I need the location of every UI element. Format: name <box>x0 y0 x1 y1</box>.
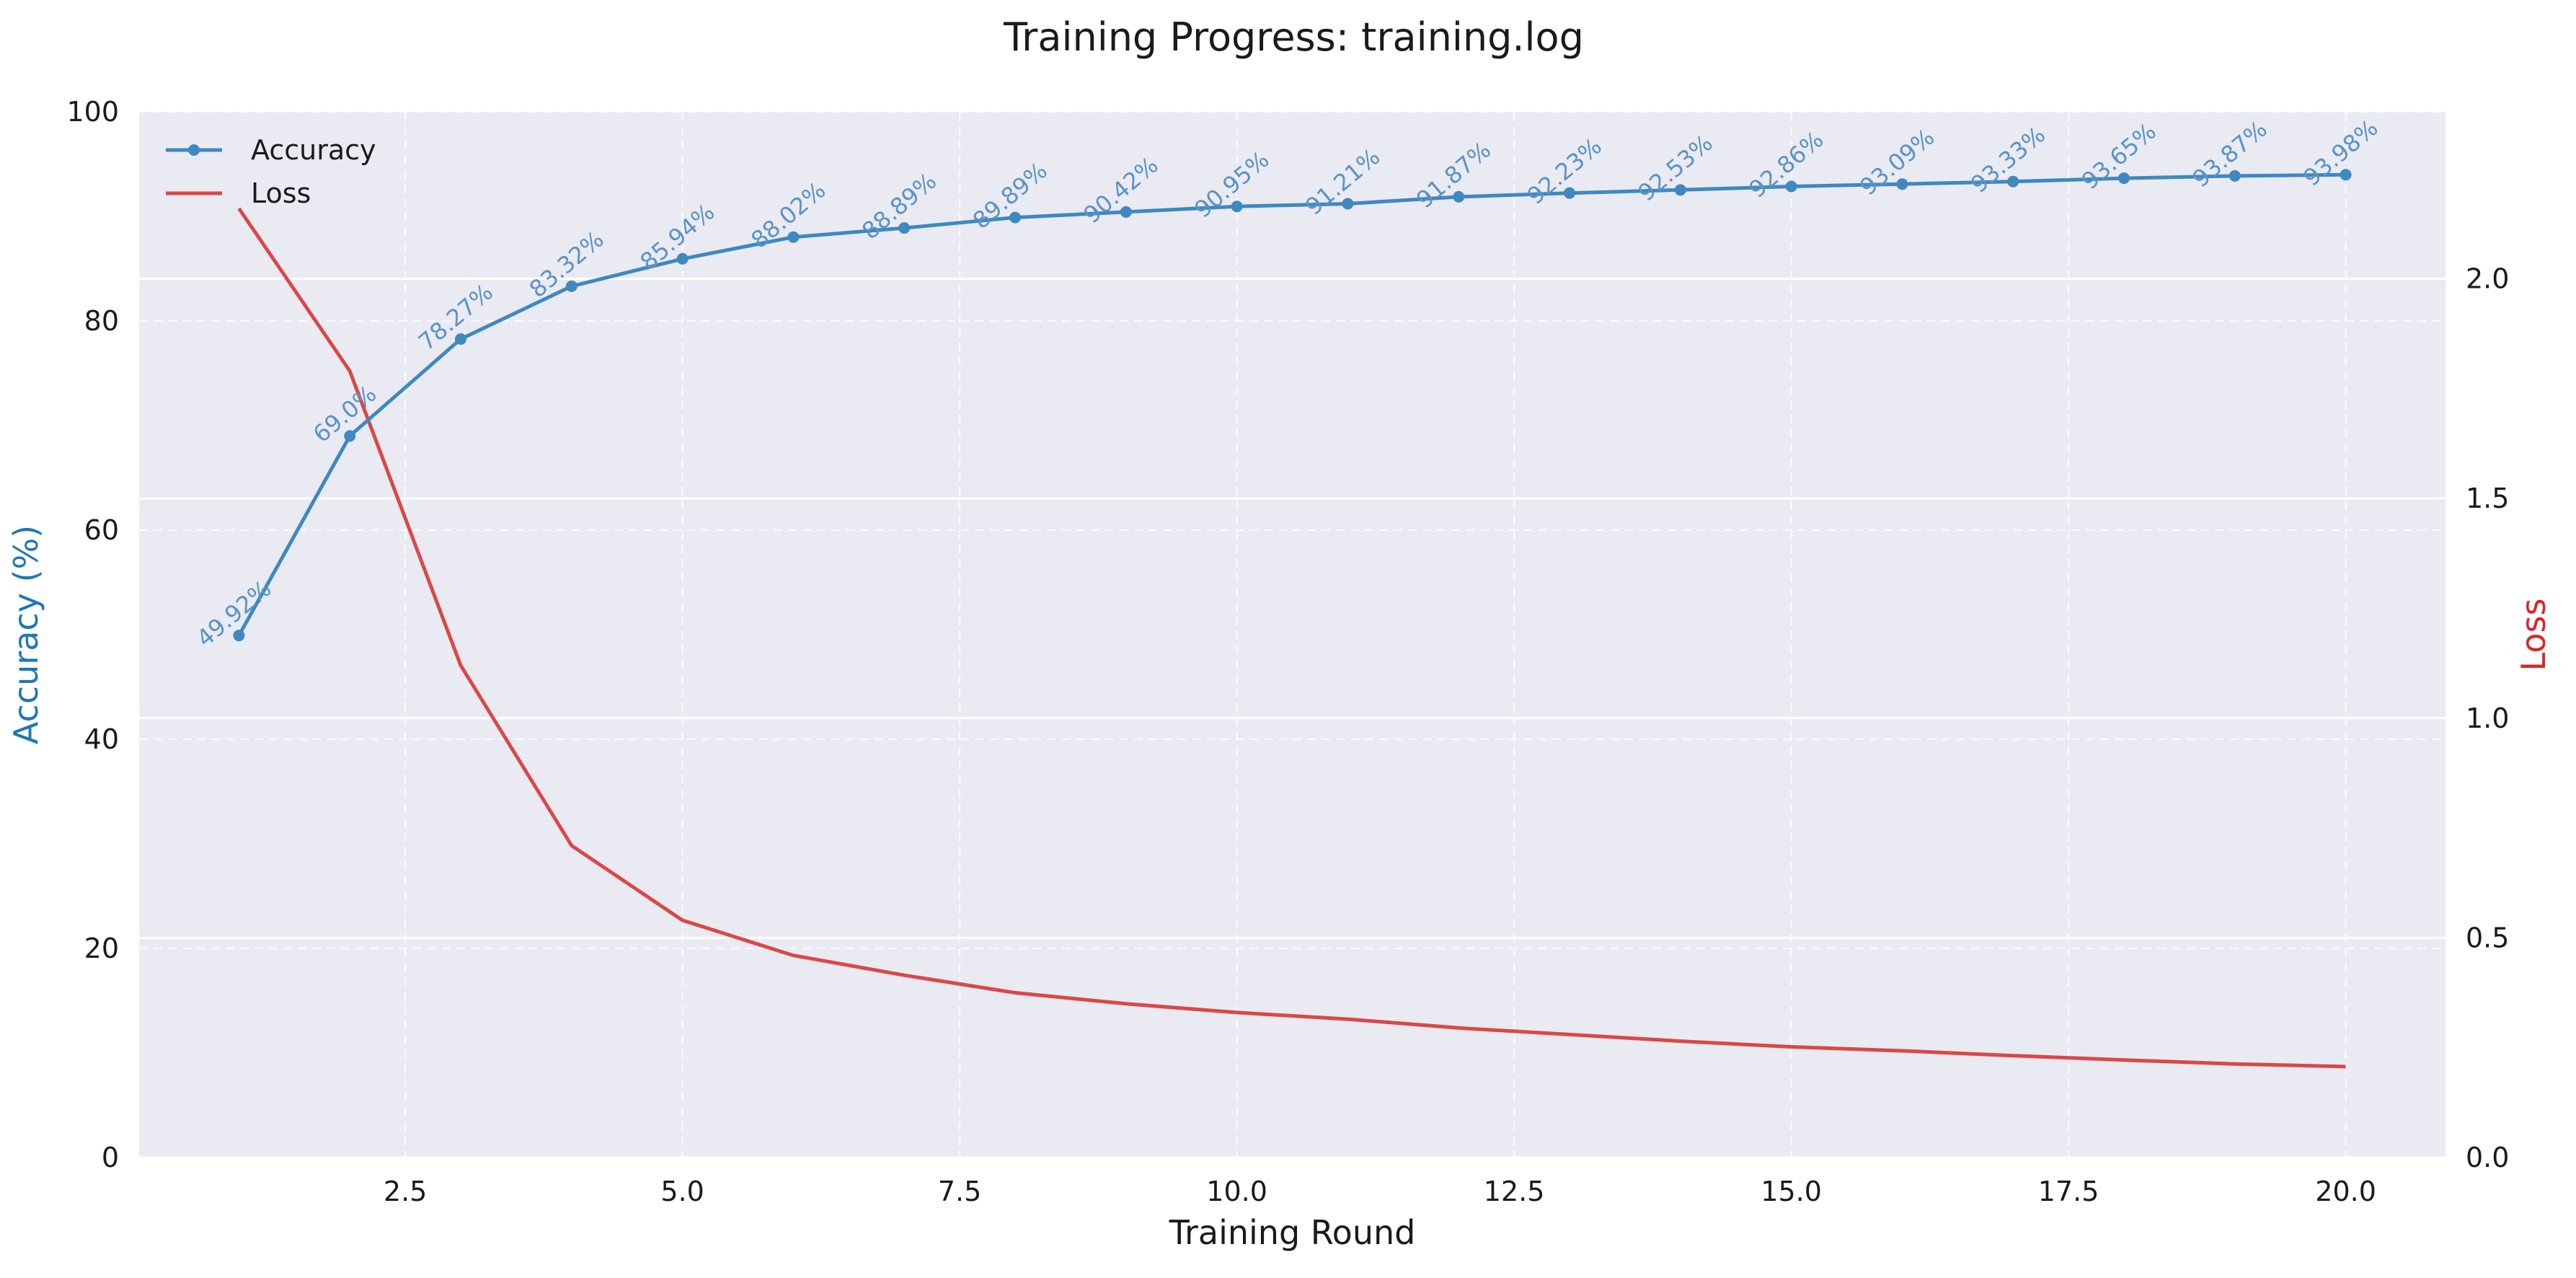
legend-loss-label: Loss <box>251 177 311 209</box>
legend-accuracy-marker <box>188 144 200 156</box>
grid-layer <box>139 111 2446 1159</box>
accuracy-point <box>233 630 245 642</box>
accuracy-point <box>1009 211 1022 224</box>
accuracy-point <box>1342 198 1354 210</box>
accuracy-point <box>1120 206 1132 218</box>
x-tick-label: 20.0 <box>2315 1176 2376 1207</box>
x-axis-label: Training Round <box>1169 1213 1416 1252</box>
legend: Accuracy Loss <box>166 134 376 209</box>
accuracy-point <box>1563 187 1575 199</box>
accuracy-point <box>2340 169 2352 181</box>
y-tick-label: 40 <box>84 723 119 755</box>
accuracy-point <box>455 333 467 345</box>
accuracy-point <box>1896 178 1908 190</box>
x-tick-label: 5.0 <box>660 1176 704 1207</box>
accuracy-point <box>787 231 800 243</box>
accuracy-point <box>1231 200 1243 213</box>
y-axis-label-loss: Loss <box>2514 599 2553 671</box>
y-tick-label: 80 <box>84 305 119 337</box>
legend-accuracy-label: Accuracy <box>251 134 376 166</box>
legend-entry-accuracy: Accuracy <box>166 134 376 166</box>
accuracy-point <box>1785 180 1797 193</box>
accuracy-point <box>2117 172 2130 185</box>
accuracy-point <box>676 252 689 265</box>
series-layer <box>233 169 2352 1069</box>
x-tick-label: 10.0 <box>1206 1176 1267 1207</box>
x-tick-label: 15.0 <box>1761 1176 1822 1207</box>
y2-tick-label: 1.0 <box>2466 702 2509 734</box>
x-tick-label: 7.5 <box>938 1176 981 1207</box>
accuracy-point <box>898 222 911 234</box>
legend-entry-loss: Loss <box>166 177 311 209</box>
tick-layer: 2.5 5.0 7.5 10.0 12.5 15.0 17.5 20.0 0 20 40 60 80 10… <box>66 96 2509 1207</box>
loss-line <box>237 207 2346 1069</box>
y2-tick-label: 1.5 <box>2466 482 2509 514</box>
accuracy-point <box>1674 184 1686 196</box>
accuracy-line <box>237 172 2346 637</box>
accuracy-point <box>2228 169 2241 182</box>
y-tick-label: 60 <box>84 514 119 546</box>
y2-tick-label: 2.0 <box>2466 263 2509 295</box>
y-tick-label: 0 <box>102 1142 119 1173</box>
x-tick-label: 17.5 <box>2038 1176 2099 1207</box>
chart-title: Training Progress: training.log <box>1003 14 1584 60</box>
x-tick-label: 2.5 <box>384 1176 427 1207</box>
y-tick-label: 100 <box>66 96 119 128</box>
y-axis-label-accuracy: Accuracy (%) <box>6 525 45 744</box>
x-tick-label: 12.5 <box>1484 1176 1545 1207</box>
accuracy-point <box>1453 190 1465 203</box>
accuracy-point <box>565 280 577 292</box>
accuracy-point <box>2007 175 2019 188</box>
accuracy-point <box>344 430 356 442</box>
y2-tick-label: 0.5 <box>2466 922 2509 953</box>
plot-area <box>139 112 2446 1158</box>
y-tick-label: 20 <box>84 933 119 964</box>
y2-tick-label: 0.0 <box>2466 1142 2509 1173</box>
